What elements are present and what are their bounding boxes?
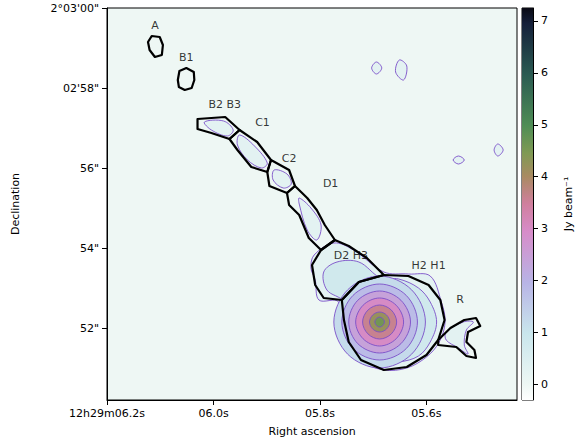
svg-text:6: 6 [541,66,548,79]
svg-text:52": 52" [80,322,99,335]
svg-text:5: 5 [541,118,548,131]
svg-text:Jy beam⁻¹: Jy beam⁻¹ [562,177,575,233]
svg-text:2°03'00": 2°03'00" [50,2,99,15]
svg-text:0: 0 [541,378,548,391]
svg-text:B1: B1 [179,51,194,64]
svg-text:06.0s: 06.0s [198,407,228,420]
svg-text:7: 7 [541,14,548,27]
svg-text:B2 B3: B2 B3 [208,98,241,111]
svg-text:05.8s: 05.8s [305,407,335,420]
svg-text:D2 H3: D2 H3 [334,249,368,262]
svg-text:05.6s: 05.6s [411,407,441,420]
svg-text:1: 1 [541,326,548,339]
svg-text:C1: C1 [255,116,270,129]
svg-text:A: A [151,19,159,32]
svg-text:56": 56" [80,162,99,175]
svg-text:D1: D1 [323,177,338,190]
svg-text:R: R [456,293,464,306]
svg-text:54": 54" [80,242,99,255]
svg-text:12h29m06.2s: 12h29m06.2s [69,407,145,420]
svg-text:Right ascension: Right ascension [268,425,355,438]
svg-text:3: 3 [541,222,548,235]
svg-text:02'58": 02'58" [63,82,99,95]
svg-text:H2 H1: H2 H1 [412,259,446,272]
svg-text:4: 4 [541,170,548,183]
svg-text:Declination: Declination [9,173,22,235]
svg-text:2: 2 [541,274,548,287]
svg-text:C2: C2 [282,152,297,165]
